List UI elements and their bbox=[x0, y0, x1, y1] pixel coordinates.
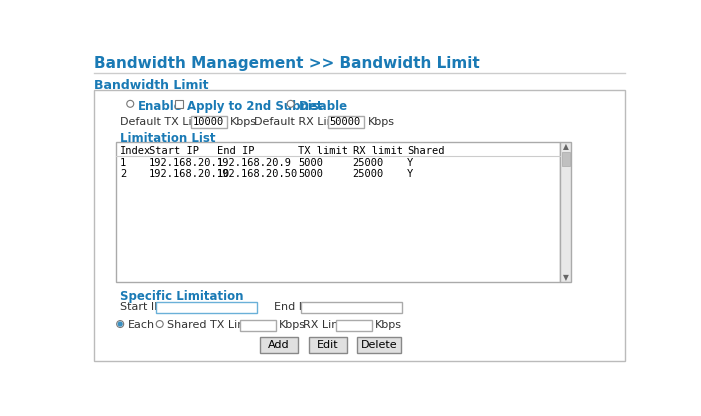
Text: Enable: Enable bbox=[138, 100, 183, 113]
Text: Kbps: Kbps bbox=[230, 117, 257, 127]
Text: Apply to 2nd Subnet: Apply to 2nd Subnet bbox=[187, 100, 322, 113]
Bar bbox=[358, 337, 401, 352]
Text: Add: Add bbox=[268, 340, 290, 350]
Bar bbox=[240, 320, 276, 331]
Bar bbox=[336, 320, 372, 331]
Text: ▼: ▼ bbox=[563, 273, 569, 282]
Circle shape bbox=[118, 322, 122, 326]
Bar bbox=[175, 100, 183, 108]
Text: ▲: ▲ bbox=[563, 142, 569, 151]
Text: 2: 2 bbox=[120, 169, 126, 179]
Text: End IP: End IP bbox=[217, 146, 254, 156]
Text: Delete: Delete bbox=[361, 340, 397, 350]
Bar bbox=[191, 116, 227, 128]
Text: Specific Limitation: Specific Limitation bbox=[120, 290, 244, 303]
Text: 5000: 5000 bbox=[299, 169, 323, 179]
Bar bbox=[156, 302, 257, 313]
Text: Default TX Limit:: Default TX Limit: bbox=[120, 117, 214, 127]
Text: 50000: 50000 bbox=[329, 117, 361, 127]
Text: Bandwidth Management >> Bandwidth Limit: Bandwidth Management >> Bandwidth Limit bbox=[94, 56, 479, 71]
Text: Each: Each bbox=[128, 320, 155, 330]
Text: 5000: 5000 bbox=[299, 158, 323, 168]
Circle shape bbox=[287, 100, 294, 107]
Text: RX limit: RX limit bbox=[353, 146, 402, 156]
Text: Start IP:: Start IP: bbox=[120, 302, 165, 312]
Text: Limitation List: Limitation List bbox=[120, 131, 216, 144]
Text: Shared: Shared bbox=[407, 146, 444, 156]
Text: 192.168.20.10: 192.168.20.10 bbox=[149, 169, 230, 179]
Text: Shared TX Limit:: Shared TX Limit: bbox=[168, 320, 259, 330]
Bar bbox=[259, 337, 299, 352]
Text: 192.168.20.1: 192.168.20.1 bbox=[149, 158, 224, 168]
Text: Default RX Limit:: Default RX Limit: bbox=[254, 117, 349, 127]
Text: RX Limit:: RX Limit: bbox=[303, 320, 353, 330]
Text: 10000: 10000 bbox=[192, 117, 224, 127]
Text: 1: 1 bbox=[120, 158, 126, 168]
Text: Start IP: Start IP bbox=[149, 146, 199, 156]
Text: Kbps: Kbps bbox=[279, 320, 306, 330]
Text: Kbps: Kbps bbox=[368, 117, 395, 127]
Text: Kbps: Kbps bbox=[375, 320, 402, 330]
Text: Index: Index bbox=[120, 146, 151, 156]
Circle shape bbox=[156, 321, 163, 327]
Bar bbox=[560, 142, 571, 282]
Text: Y: Y bbox=[407, 169, 413, 179]
Text: 25000: 25000 bbox=[353, 158, 384, 168]
Text: Y: Y bbox=[407, 158, 413, 168]
Text: Disable: Disable bbox=[299, 100, 348, 113]
Text: End IP:: End IP: bbox=[273, 302, 312, 312]
Text: TX limit: TX limit bbox=[299, 146, 348, 156]
Bar bbox=[116, 142, 560, 282]
Circle shape bbox=[127, 100, 134, 107]
Text: 192.168.20.9: 192.168.20.9 bbox=[217, 158, 292, 168]
Text: 25000: 25000 bbox=[353, 169, 384, 179]
Bar bbox=[94, 90, 625, 361]
Bar bbox=[562, 152, 570, 166]
Bar bbox=[308, 337, 347, 352]
Bar bbox=[328, 116, 365, 128]
Text: Bandwidth Limit: Bandwidth Limit bbox=[94, 79, 208, 92]
Text: 192.168.20.50: 192.168.20.50 bbox=[217, 169, 299, 179]
Bar bbox=[301, 302, 402, 313]
Circle shape bbox=[116, 321, 123, 327]
Text: Edit: Edit bbox=[317, 340, 339, 350]
